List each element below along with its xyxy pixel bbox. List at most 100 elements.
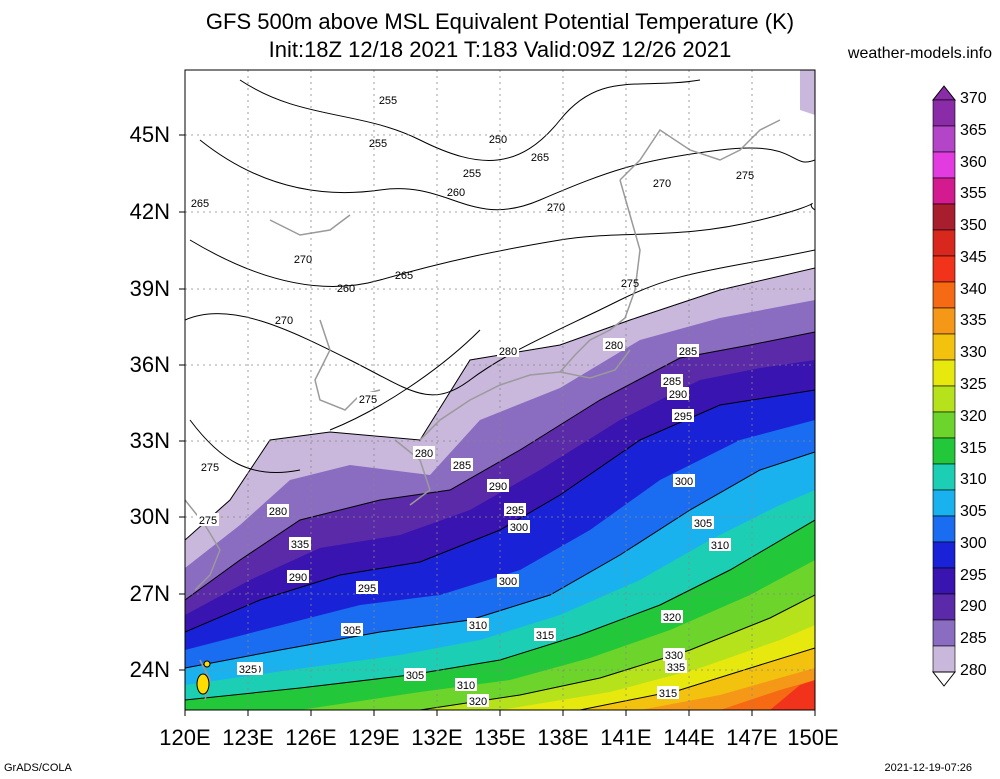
contour-label: 295 <box>358 583 376 595</box>
contour-label-bg <box>467 618 489 631</box>
colorbar <box>931 85 957 687</box>
colorbar-level-label: 355 <box>960 185 987 203</box>
contour-label: 295 <box>506 505 524 517</box>
lat-label: 33N <box>129 428 170 453</box>
lon-label: 129E <box>348 725 400 750</box>
contour-label: 290 <box>669 389 687 401</box>
contour-label-bg <box>341 623 363 636</box>
contour-label-bg <box>237 662 259 675</box>
contour-label-bg <box>487 479 509 492</box>
colorbar-swatch <box>932 255 956 283</box>
contour-label: 255 <box>379 95 397 107</box>
contour-label: 305 <box>694 518 712 530</box>
lon-label: 138E <box>537 725 589 750</box>
contour-labels: 255 255 250 255 265 260 270 265 270 275 270 260 265 2… <box>191 95 754 708</box>
contour-label: 290 <box>489 481 507 493</box>
colorbar-swatch <box>932 515 956 543</box>
contour-label-bg <box>663 648 685 661</box>
colorbar-swatch <box>932 593 956 621</box>
lon-label: 141E <box>600 725 652 750</box>
contour-label: 315 <box>536 630 554 642</box>
colorbar-swatch <box>932 437 956 465</box>
colorbar-level-label: 280 <box>960 662 987 679</box>
colorbar-swatch <box>932 567 956 595</box>
contour-label-bg <box>357 392 379 405</box>
colorbar-level-label: 325 <box>960 376 987 393</box>
contour-label: 320 <box>469 696 487 708</box>
colorbar-level-label: 340 <box>960 280 987 298</box>
software-credit: GrADS/COLA <box>4 762 72 774</box>
contour-label: 305 <box>343 625 361 637</box>
contour-label: 265 <box>191 198 209 210</box>
contour-label: 255 <box>369 138 387 150</box>
lat-label: 36N <box>129 352 170 377</box>
contour-label-bg <box>709 538 731 551</box>
colorbar-swatch <box>932 125 956 153</box>
contour-label-bg <box>667 387 689 400</box>
map-subtitle: Init:18Z 12/18 2021 T:183 Valid:09Z 12/2… <box>268 37 732 62</box>
axis-ticks <box>179 134 816 716</box>
lat-label: 39N <box>129 276 170 301</box>
contour-label-bg <box>677 344 699 357</box>
contour-label-bg <box>603 338 625 351</box>
lon-label: 150E <box>787 725 839 750</box>
colorbar-swatch <box>932 229 956 257</box>
contour-label: 280 <box>605 340 623 352</box>
contour-label: 305 <box>406 670 424 682</box>
colorbar-swatch <box>932 645 956 673</box>
lon-label: 120E <box>159 725 211 750</box>
contour-label: 320 <box>663 612 681 624</box>
band-355 <box>770 680 815 710</box>
contour-label-bg <box>404 668 426 681</box>
contour-label: 300 <box>499 576 517 588</box>
lon-label: 147E <box>726 725 778 750</box>
taiwan-feature <box>196 660 211 695</box>
colorbar-level-label: 335 <box>960 312 987 330</box>
contour-label: 290 <box>289 572 307 584</box>
colorbar-level-label: 370 <box>960 90 987 107</box>
colorbar-level-label: 350 <box>960 217 987 235</box>
colorbar-swatch <box>932 99 956 127</box>
contour-label-bg <box>657 686 679 699</box>
colorbar-level-label: 300 <box>960 534 987 552</box>
contour-label: 300 <box>675 476 693 488</box>
contour-label: 335 <box>667 662 685 674</box>
contour-label: 250 <box>489 134 507 146</box>
contour-label-bg <box>508 520 530 533</box>
contour-label: 280 <box>269 506 287 518</box>
contour-label-bg <box>497 344 519 357</box>
colorbar-level-label: 305 <box>960 503 987 521</box>
generation-timestamp: 2021-12-19-07:26 <box>884 762 972 774</box>
colorbar-level-label: 330 <box>960 344 987 362</box>
contour-label: 310 <box>711 540 729 552</box>
lat-label: 42N <box>129 199 170 224</box>
colorbar-level-label: 345 <box>960 248 987 266</box>
contour-label: 270 <box>294 254 312 266</box>
colorbar-level-label: 295 <box>960 566 987 584</box>
contour-label: 325 <box>239 664 257 676</box>
top-right-purple <box>800 70 815 115</box>
contour-label: 310 <box>457 680 475 692</box>
contour-lines <box>185 79 815 710</box>
colorbar-swatch <box>932 307 956 335</box>
lat-label: 30N <box>129 504 170 529</box>
contour-label: 260 <box>447 187 465 199</box>
contour-label-bg <box>356 581 378 594</box>
colorbar-level-label: 315 <box>960 439 987 457</box>
theta-e-field: 255 255 250 255 265 260 270 265 270 275 270 260 265 2… <box>185 70 815 710</box>
colorbar-swatch <box>932 411 956 439</box>
contour-label-bg <box>455 678 477 691</box>
contour-label: 285 <box>679 346 697 358</box>
contour-label: 285 <box>663 376 681 388</box>
contour-label-bg <box>267 504 289 517</box>
contour-label-bg <box>413 446 435 459</box>
contour-label: 275 <box>736 170 754 182</box>
colorbar-swatch <box>932 619 956 647</box>
lon-label: 132E <box>411 725 463 750</box>
contour-label: 280 <box>415 448 433 460</box>
contour-label: 255 <box>463 168 481 180</box>
contour-label: 335 <box>291 539 309 551</box>
contour-label: 270 <box>653 178 671 190</box>
colorbar-max-arrow <box>931 85 957 101</box>
